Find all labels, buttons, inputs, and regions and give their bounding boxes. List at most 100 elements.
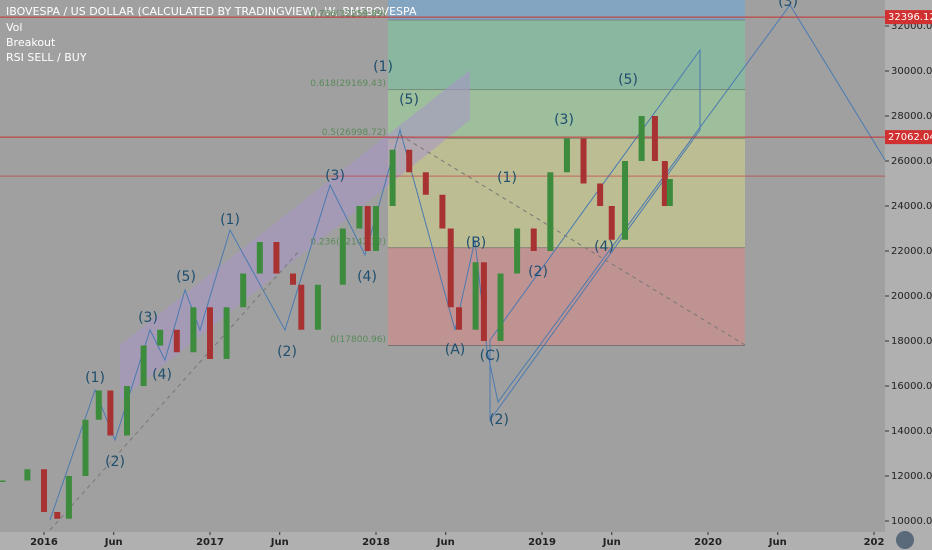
time-axis-panel	[0, 532, 932, 550]
x-tick-label: 2017	[196, 537, 224, 548]
trend-line	[399, 134, 746, 346]
candle	[0, 480, 6, 482]
channel	[489, 48, 701, 422]
fib-label: 0(17800.96)	[330, 335, 386, 345]
fib-zone	[388, 0, 745, 21]
fib-zone	[388, 247, 745, 346]
x-tick-label: Jun	[436, 537, 455, 548]
indicator: RSI SELL / BUY	[6, 51, 87, 64]
x-tick-label: 2019	[528, 537, 556, 548]
wave-label: (3)	[325, 168, 345, 184]
candle	[406, 149, 413, 173]
wave-label: (3)	[778, 0, 798, 10]
candle	[422, 172, 429, 195]
wave-label: (B)	[466, 235, 487, 251]
candle	[207, 307, 214, 360]
fib-zone	[388, 20, 745, 90]
candle	[364, 206, 371, 252]
price-tag-label: 32396.12	[888, 12, 932, 23]
candle	[651, 116, 658, 162]
candle	[547, 172, 554, 252]
candle	[298, 284, 305, 330]
candle	[373, 206, 380, 252]
y-tick-label: 28000.00	[891, 111, 932, 122]
price-tag-label: 27062.04	[888, 132, 932, 143]
wave-label: (1)	[373, 59, 393, 75]
candle	[563, 138, 570, 173]
wave-label: (4)	[357, 269, 377, 285]
x-tick-label: 2020	[694, 537, 722, 548]
candle	[173, 329, 180, 353]
candle	[54, 511, 61, 519]
wave-label: (1)	[85, 370, 105, 386]
fib-label: 0.786(32259.89)	[310, 10, 386, 20]
y-tick-label: 32000.00	[891, 21, 932, 32]
candle	[240, 273, 247, 308]
x-tick-label: Jun	[602, 537, 621, 548]
candle	[40, 469, 47, 512]
fib-label: 0.618(29169.43)	[310, 79, 386, 89]
candle	[223, 307, 230, 360]
y-tick-label: 30000.00	[891, 66, 932, 77]
y-tick-label: 20000.00	[891, 291, 932, 302]
x-tick-label: 202	[864, 537, 885, 548]
candle	[530, 228, 537, 252]
y-tick-label: 18000.00	[891, 336, 932, 347]
wave-label: (1)	[220, 212, 240, 228]
candle	[597, 183, 604, 207]
candle	[447, 228, 454, 308]
wave-label: (5)	[399, 92, 419, 108]
x-tick-label: 2018	[362, 537, 390, 548]
candle	[190, 307, 197, 353]
candle	[472, 262, 479, 330]
wave-label: (2)	[105, 454, 125, 470]
x-tick-label: Jun	[270, 537, 289, 548]
fib-label: 0.236(22142.32)	[310, 237, 386, 247]
chart-title: IBOVESPA / US DOLLAR (CALCULATED BY TRAD…	[6, 5, 417, 18]
candle	[107, 390, 114, 436]
wave-label: (2)	[489, 412, 509, 428]
wave-label: (4)	[594, 239, 614, 255]
scroll-button[interactable]	[896, 531, 914, 549]
y-tick-label: 16000.00	[891, 381, 932, 392]
candle	[666, 179, 673, 207]
candle	[608, 206, 615, 240]
candle	[514, 228, 521, 274]
candle	[356, 206, 363, 229]
wave-label: (3)	[554, 112, 574, 128]
wave-label: (A)	[445, 342, 466, 358]
candle	[65, 475, 72, 519]
y-tick-label: 12000.00	[891, 471, 932, 482]
price-tag	[885, 130, 932, 145]
candle	[82, 419, 89, 476]
candle	[157, 329, 164, 346]
candle	[290, 273, 297, 285]
trend-line	[49, 249, 301, 531]
wave-label: (4)	[152, 367, 172, 383]
wave-label: (3)	[138, 310, 158, 326]
wave-label: (C)	[480, 348, 501, 364]
wave-label: (2)	[277, 344, 297, 360]
candle	[140, 345, 147, 387]
candle	[638, 116, 645, 162]
fib-label: 0.5(26998.72)	[322, 128, 386, 138]
candle	[256, 242, 263, 274]
candle	[339, 228, 346, 285]
wave-label: (5)	[176, 269, 196, 285]
candle	[314, 284, 321, 330]
candle	[497, 273, 504, 342]
candle	[123, 386, 130, 436]
candle	[439, 194, 446, 229]
wave-label: (5)	[618, 72, 638, 88]
candle	[480, 262, 487, 342]
candle	[24, 469, 31, 481]
candle	[95, 390, 102, 420]
candle	[273, 242, 280, 274]
price-axis-panel	[885, 0, 932, 550]
candle	[456, 307, 463, 330]
candle	[580, 138, 587, 184]
x-tick-label: Jun	[104, 537, 123, 548]
y-tick-label: 22000.00	[891, 246, 932, 257]
